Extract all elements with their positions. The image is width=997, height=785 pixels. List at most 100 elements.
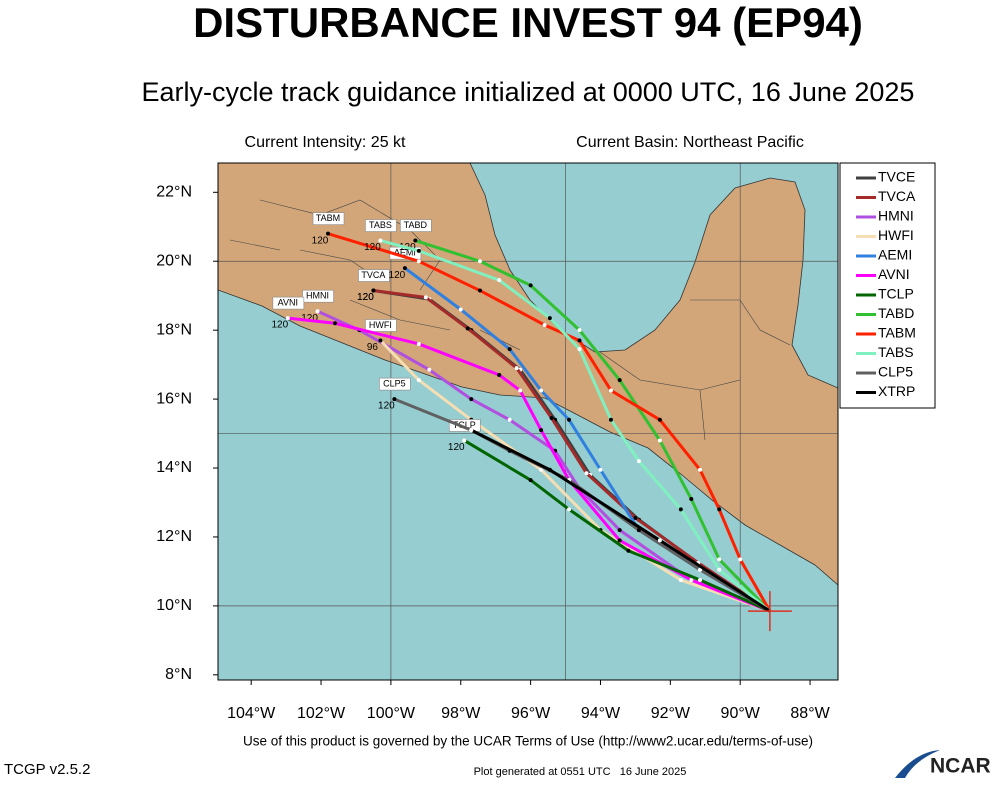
track-point [507,417,512,422]
track-point [608,388,613,393]
track-point [469,428,474,433]
track-tag-box [358,269,390,282]
track-point [689,497,694,502]
track-tag: TABD [404,220,428,230]
track-point [326,231,331,236]
track-point [378,238,383,243]
track-point [678,507,683,512]
x-tick-label: 88°W [790,705,830,722]
y-tick-label: 14°N [156,459,192,476]
track-tag: TABS [369,220,392,230]
x-tick-label: 94°W [581,705,621,722]
track-tag-box [365,219,397,232]
track-point [416,259,421,264]
track-tag-box [448,419,481,432]
track-point [371,288,376,293]
track-point [584,471,589,476]
track-point [528,478,533,483]
track-point [402,266,407,271]
track [316,309,771,613]
x-tick-label: 90°W [721,705,761,722]
track-point [285,316,290,321]
track-point [465,326,470,331]
track-point [458,307,463,312]
y-tick-label: 12°N [156,528,192,545]
track-tag-box [379,377,411,391]
track-tag-box [302,289,334,303]
track-point [378,338,383,343]
legend: TVCE TVCA HMNI HWFI AEMI AVNI TCLP TABD TABM TABS… [839,162,936,409]
track-hour: 120 [357,292,374,303]
subtitle: Early-cycle track guidance initialized a… [142,77,915,107]
track [380,239,771,613]
track-tag: CLP5 [383,378,406,388]
x-tick-label: 96°W [511,705,551,722]
track-point [539,428,544,433]
track-point [477,259,482,264]
track-point [698,567,703,572]
track-point [542,322,547,327]
track-point [416,248,421,253]
track-point [617,528,622,533]
terms: Use of this product is governed by the U… [243,734,813,749]
track-point [413,238,418,243]
track-point [567,507,572,512]
track-point [507,347,512,352]
track-point [636,459,641,464]
legend-label: XTRP [878,383,915,399]
track-tag: TVCA [361,270,385,280]
track-point [416,341,421,346]
track-hour: 120 [389,270,406,281]
tracks: TVCE120TVCA120HMNI120HWFI96AEMI120AVNI12… [272,212,792,632]
track-tag-box [400,219,432,232]
track [463,439,771,613]
track-point [626,548,631,553]
track-point [547,467,552,472]
track-point [497,278,502,283]
track-hour: 120 [312,235,329,246]
y-tick-label: 22°N [156,184,192,201]
track-tag: HMNI [306,291,329,301]
track-point [678,578,683,583]
x-tick-label: 98°W [441,705,481,722]
y-tick-label: 20°N [156,252,192,269]
track-point [717,567,722,572]
track-hour: 120 [448,442,465,453]
track-point [392,397,397,402]
track-point [657,438,662,443]
track-point [497,372,502,377]
track-point [617,378,622,383]
track-point [518,388,523,393]
track-tag: AVNI [278,297,298,307]
y-tick-label: 18°N [156,321,192,338]
track-tag: TCLP [453,420,476,430]
track-point [462,438,467,443]
legend-label: TCLP [878,286,914,302]
track-point [539,388,544,393]
track-point [333,321,338,326]
track [470,428,771,613]
logo: NCAR [930,755,991,778]
track-point [657,417,662,422]
track-point [617,538,622,543]
legend-label: TVCA [878,188,916,204]
track-point [657,538,662,543]
track-tag: TABM [316,213,340,223]
map-area: TVCE120TVCA120HMNI120HWFI96AEMI120AVNI12… [218,163,838,680]
intensity: Current Intensity: 25 kt [245,134,407,151]
track-tag-box [272,296,305,310]
track-point [514,366,519,371]
track-point [698,578,703,583]
track-point [717,507,722,512]
track-hour: 120 [378,401,395,412]
y-tick-label: 10°N [156,597,192,614]
track-hour: 120 [357,292,374,303]
track-point [539,467,544,472]
basin: Current Basin: Northeast Pacific [576,134,804,151]
legend-label: TVCE [878,169,915,185]
track-tag: HWFI [369,320,392,330]
track-point [528,283,533,288]
legend-label: TABD [878,305,914,321]
axes: 104°W 102°W 100°W 98°W 96°W 94°W 92°W 90°W 88°W 8… [156,184,830,723]
